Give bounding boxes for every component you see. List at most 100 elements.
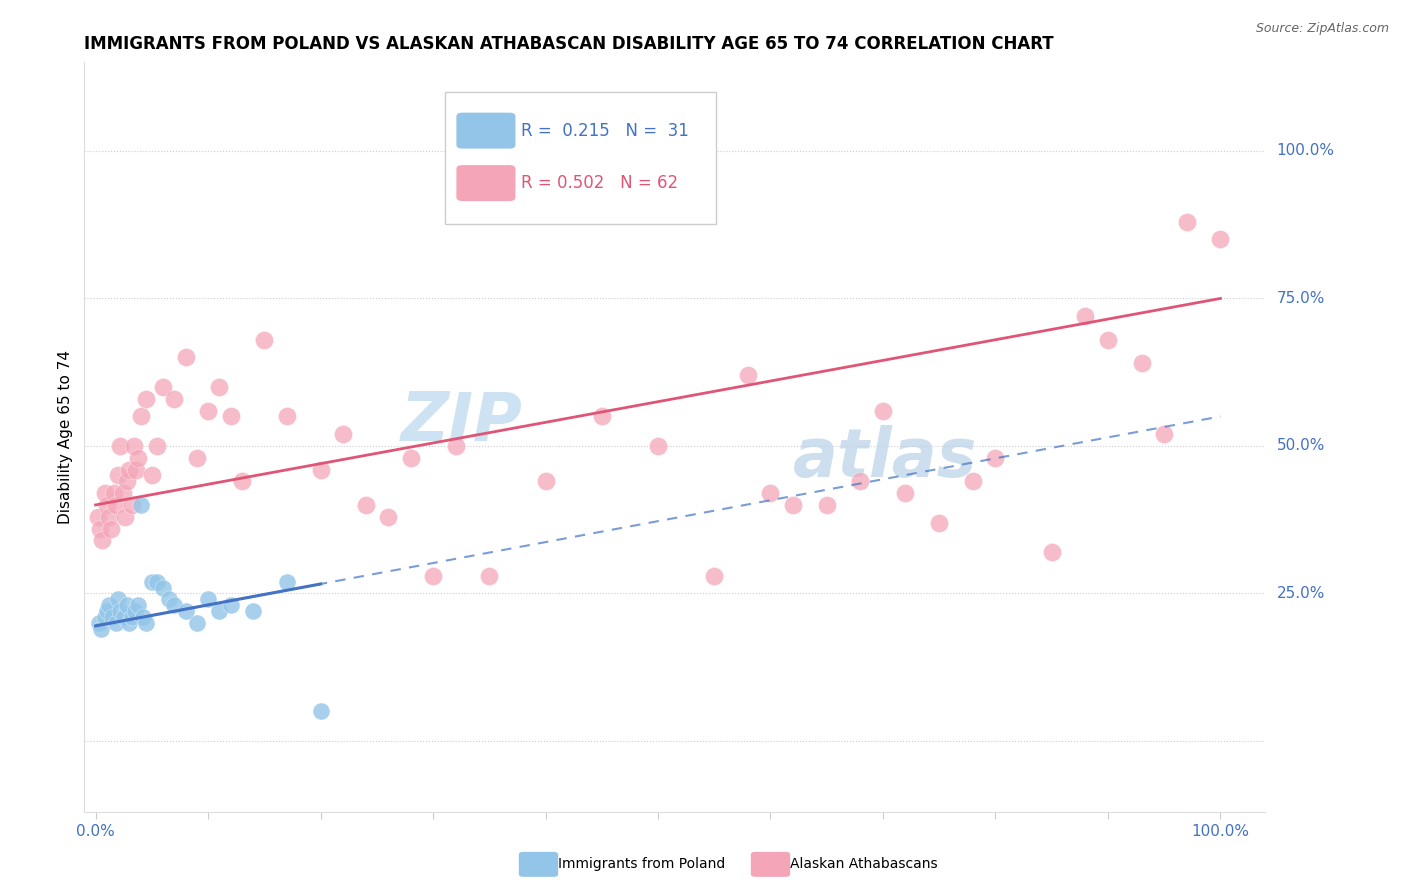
Point	[135, 615, 157, 630]
Point	[98, 509, 121, 524]
Point	[152, 380, 174, 394]
Point	[703, 568, 725, 582]
Point	[197, 403, 219, 417]
Text: Source: ZipAtlas.com: Source: ZipAtlas.com	[1256, 22, 1389, 36]
Point	[89, 522, 111, 536]
Point	[782, 498, 804, 512]
Point	[1130, 356, 1153, 370]
Point	[118, 615, 141, 630]
Text: Alaskan Athabascans: Alaskan Athabascans	[790, 857, 938, 871]
Point	[112, 610, 135, 624]
Point	[309, 462, 332, 476]
Point	[129, 409, 152, 424]
Point	[146, 574, 169, 589]
FancyBboxPatch shape	[457, 165, 516, 201]
Point	[276, 409, 298, 424]
Point	[377, 509, 399, 524]
Point	[98, 599, 121, 613]
Point	[141, 468, 163, 483]
Point	[122, 439, 145, 453]
Point	[96, 498, 118, 512]
Point	[114, 509, 136, 524]
Point	[1097, 333, 1119, 347]
Text: atlas: atlas	[793, 425, 977, 491]
Point	[174, 604, 197, 618]
Point	[104, 498, 127, 512]
Text: Immigrants from Poland: Immigrants from Poland	[558, 857, 725, 871]
Point	[197, 592, 219, 607]
Point	[141, 574, 163, 589]
Point	[534, 475, 557, 489]
Point	[894, 486, 917, 500]
Point	[984, 450, 1007, 465]
Text: 75.0%: 75.0%	[1277, 291, 1324, 306]
Point	[478, 568, 501, 582]
Point	[157, 592, 180, 607]
Point	[115, 475, 138, 489]
Point	[132, 610, 155, 624]
Point	[104, 615, 127, 630]
Point	[107, 468, 129, 483]
Text: 50.0%: 50.0%	[1277, 439, 1324, 453]
Point	[219, 409, 242, 424]
Point	[444, 439, 467, 453]
Text: IMMIGRANTS FROM POLAND VS ALASKAN ATHABASCAN DISABILITY AGE 65 TO 74 CORRELATION: IMMIGRANTS FROM POLAND VS ALASKAN ATHABA…	[84, 35, 1054, 53]
Point	[87, 509, 110, 524]
Point	[759, 486, 782, 500]
FancyBboxPatch shape	[457, 112, 516, 149]
Point	[103, 486, 125, 500]
Point	[354, 498, 377, 512]
Point	[872, 403, 894, 417]
Point	[1074, 309, 1097, 323]
Text: 100.0%: 100.0%	[1277, 144, 1334, 159]
Point	[422, 568, 444, 582]
Point	[219, 599, 242, 613]
Y-axis label: Disability Age 65 to 74: Disability Age 65 to 74	[58, 350, 73, 524]
Point	[101, 610, 124, 624]
Point	[1040, 545, 1063, 559]
Point	[1209, 232, 1232, 246]
Point	[91, 533, 114, 548]
Point	[121, 610, 143, 624]
Text: ZIP: ZIP	[401, 389, 523, 455]
Point	[135, 392, 157, 406]
Point	[231, 475, 253, 489]
Point	[121, 498, 143, 512]
Point	[332, 427, 354, 442]
Point	[124, 604, 146, 618]
Point	[100, 522, 122, 536]
Text: R = 0.502   N = 62: R = 0.502 N = 62	[522, 174, 679, 192]
Point	[399, 450, 422, 465]
Point	[110, 439, 132, 453]
Point	[111, 486, 134, 500]
Point	[276, 574, 298, 589]
Text: 25.0%: 25.0%	[1277, 586, 1324, 601]
Point	[163, 392, 186, 406]
Point	[186, 450, 208, 465]
Point	[962, 475, 984, 489]
Point	[1175, 215, 1198, 229]
FancyBboxPatch shape	[444, 93, 716, 224]
Point	[208, 380, 231, 394]
Point	[96, 604, 118, 618]
Point	[647, 439, 669, 453]
Point	[110, 604, 132, 618]
Point	[107, 592, 129, 607]
Point	[129, 498, 152, 512]
Point	[309, 705, 332, 719]
Point	[163, 599, 186, 613]
Point	[186, 615, 208, 630]
Point	[127, 450, 149, 465]
Point	[127, 599, 149, 613]
Point	[90, 622, 112, 636]
Point	[152, 581, 174, 595]
Point	[591, 409, 613, 424]
Point	[93, 486, 115, 500]
Point	[815, 498, 838, 512]
Point	[253, 333, 276, 347]
Point	[125, 462, 148, 476]
Point	[208, 604, 231, 618]
Point	[1153, 427, 1175, 442]
Point	[928, 516, 950, 530]
Point	[849, 475, 872, 489]
